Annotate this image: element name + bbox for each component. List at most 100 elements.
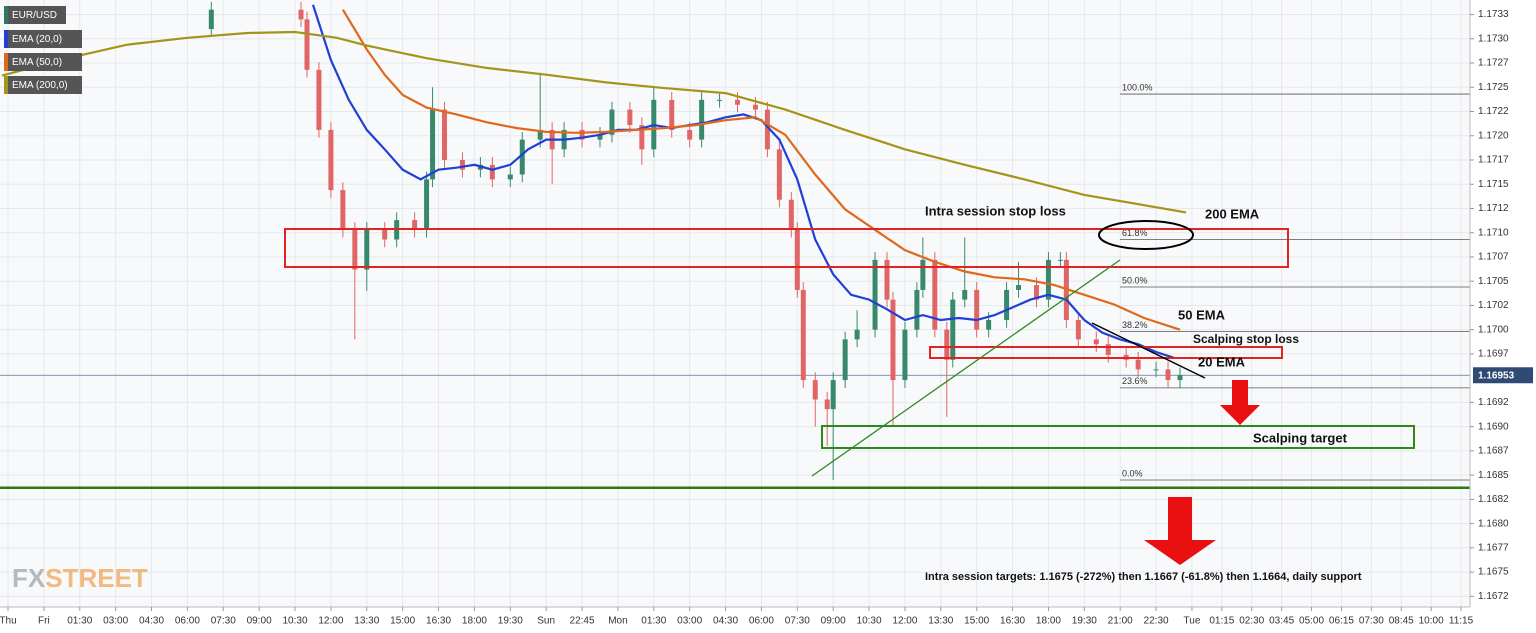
trendline xyxy=(1091,322,1206,379)
x-tick-label: Sun xyxy=(537,616,555,627)
y-tick-label: 1.1705 xyxy=(1478,276,1509,287)
candle-body xyxy=(842,339,848,381)
candle-body xyxy=(986,319,992,330)
candle-body xyxy=(316,69,322,130)
y-tick-label: 1.1733 xyxy=(1478,9,1509,20)
y-tick-label: 1.1717 xyxy=(1478,155,1509,166)
candle-body xyxy=(412,220,418,230)
candle-body xyxy=(1135,359,1141,370)
candle-body xyxy=(669,99,675,130)
candle-body xyxy=(1177,375,1183,381)
stop-loss-zone xyxy=(284,228,1289,268)
x-tick-label: 03:00 xyxy=(103,616,128,627)
legend-swatch xyxy=(4,76,8,94)
y-tick-label: 1.1682 xyxy=(1478,494,1509,505)
x-tick-label: 13:30 xyxy=(354,616,379,627)
y-tick-label: 1.1692 xyxy=(1478,397,1509,408)
annotation: Scalping stop loss xyxy=(1193,332,1299,346)
x-tick-label: 15:00 xyxy=(964,616,989,627)
y-tick-label: 1.1672 xyxy=(1478,591,1509,602)
candle-body xyxy=(764,109,770,150)
candle-body xyxy=(597,134,603,140)
candle-body xyxy=(639,125,645,150)
x-tick-label: 06:15 xyxy=(1329,616,1354,627)
ema-line xyxy=(311,4,1175,359)
y-tick-label: 1.1702 xyxy=(1478,300,1509,311)
candle-body xyxy=(507,174,513,180)
candle-body xyxy=(830,380,836,410)
candle-body xyxy=(920,259,926,290)
x-tick-label: 13:30 xyxy=(928,616,953,627)
candle-body xyxy=(914,289,920,330)
candle-body xyxy=(304,19,310,70)
candle-body xyxy=(944,329,950,360)
x-tick-label: 09:00 xyxy=(247,616,272,627)
x-tick-label: 10:30 xyxy=(857,616,882,627)
down-arrow xyxy=(1220,380,1260,425)
candle-body xyxy=(1057,259,1063,261)
x-tick-label: 01:15 xyxy=(1209,616,1234,627)
candle-body xyxy=(382,229,388,240)
y-tick-label: 1.1690 xyxy=(1478,421,1509,432)
x-tick-label: 12:00 xyxy=(318,616,343,627)
candle-body xyxy=(699,99,705,140)
x-tick-label: 19:30 xyxy=(498,616,523,627)
candle-body xyxy=(579,129,585,140)
plot-area xyxy=(0,0,1470,607)
candle-body xyxy=(800,289,806,381)
candle-body xyxy=(430,109,436,180)
y-tick-label: 1.1700 xyxy=(1478,324,1509,335)
x-tick-label: 21:00 xyxy=(1108,616,1133,627)
legend-label: EMA (20,0) xyxy=(12,34,62,45)
ema-line xyxy=(1,30,1187,214)
fib-label: 0.0% xyxy=(1122,468,1143,478)
x-tick-label: 08:45 xyxy=(1389,616,1414,627)
candle-body xyxy=(1165,369,1171,381)
candle-body xyxy=(537,129,543,140)
candle-body xyxy=(1093,339,1099,345)
legend-swatch xyxy=(4,53,8,71)
legend-label: EMA (50,0) xyxy=(12,57,62,68)
scalping-stop-zone xyxy=(929,346,1283,359)
x-tick-label: 22:45 xyxy=(570,616,595,627)
x-tick-label: 18:00 xyxy=(1036,616,1061,627)
x-tick-label: 10:00 xyxy=(1419,616,1444,627)
y-tick-label: 1.1712 xyxy=(1478,203,1509,214)
candle-body xyxy=(489,164,495,180)
candle-body xyxy=(352,229,358,270)
candle-body xyxy=(519,139,525,175)
price-tag-label: 1.16953 xyxy=(1478,370,1515,381)
y-tick-label: 1.1722 xyxy=(1478,106,1509,117)
annotation: Scalping target xyxy=(1253,430,1348,445)
x-tick-label: 11:15 xyxy=(1449,616,1474,627)
x-tick-label: 03:00 xyxy=(677,616,702,627)
watermark: FXSTREET xyxy=(12,563,148,593)
candle-body xyxy=(609,109,615,135)
x-tick-label: 03:45 xyxy=(1269,616,1294,627)
candle-body xyxy=(1075,319,1081,340)
legend-box xyxy=(4,6,66,24)
x-tick-label: 07:30 xyxy=(211,616,236,627)
y-tick-label: 1.1710 xyxy=(1478,227,1509,238)
x-tick-label: Thu xyxy=(0,616,17,627)
y-tick-label: 1.1697 xyxy=(1478,349,1509,360)
legend-box xyxy=(4,53,82,71)
annotation: Intra session stop loss xyxy=(925,203,1066,218)
fib-label: 100.0% xyxy=(1122,82,1153,92)
legend-label: EUR/USD xyxy=(12,10,57,21)
watermark-part: STREET xyxy=(45,563,148,593)
candle-body xyxy=(1016,285,1022,290)
candle-body xyxy=(752,104,758,110)
trendline xyxy=(811,259,1121,477)
grid xyxy=(0,0,1470,607)
x-tick-label: 10:30 xyxy=(283,616,308,627)
fib-label: 61.8% xyxy=(1122,228,1148,238)
y-tick-label: 1.1727 xyxy=(1478,58,1509,69)
x-tick-label: 04:30 xyxy=(713,616,738,627)
candle-body xyxy=(1105,344,1111,355)
candle-body xyxy=(890,299,896,381)
candle-body xyxy=(884,259,890,300)
candle-body xyxy=(340,190,346,230)
candle-body xyxy=(208,9,214,30)
